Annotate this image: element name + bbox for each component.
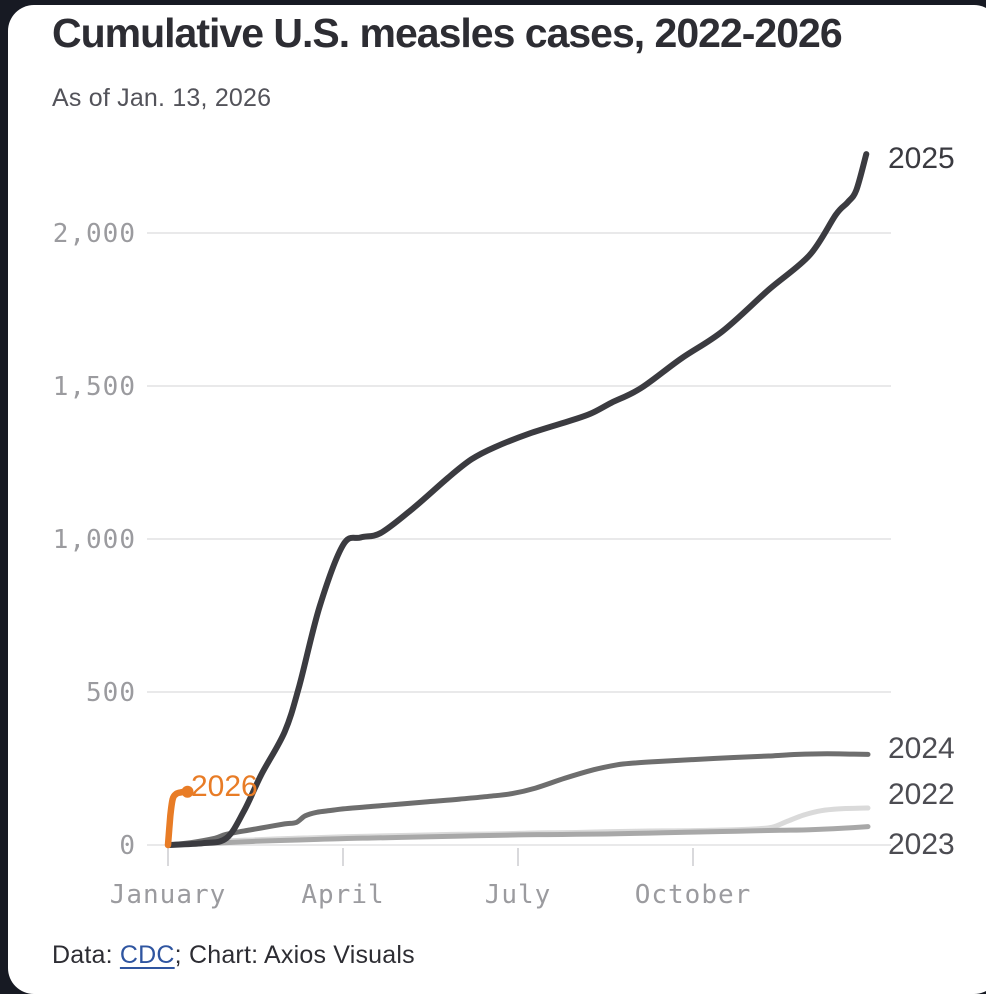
series-label-2024: 2024 [888, 732, 955, 765]
source-prefix: Data: [52, 941, 120, 969]
svg-text:0: 0 [119, 831, 136, 861]
svg-text:January: January [110, 880, 227, 910]
svg-text:July: July [485, 880, 552, 910]
source-footer: Data: CDC; Chart: Axios Visuals [52, 941, 415, 970]
svg-text:April: April [301, 880, 384, 910]
cdc-link[interactable]: CDC [119, 941, 175, 969]
x-axis-labels: January April July October [110, 880, 752, 910]
page-title: Cumulative U.S. measles cases, 2022-2026 [52, 10, 843, 56]
series-label-2022: 2022 [888, 778, 955, 811]
gridlines [147, 232, 891, 846]
svg-text:October: October [635, 880, 752, 910]
series-line-2024 [165, 751, 871, 848]
series-label-2023: 2023 [888, 828, 955, 861]
series-label-2025: 2025 [888, 142, 955, 175]
series-line-2023 [165, 824, 871, 848]
svg-text:500: 500 [86, 678, 136, 708]
svg-text:2,000: 2,000 [53, 219, 136, 249]
series-line-2026 [164, 788, 189, 849]
x-axis-ticks [167, 848, 694, 866]
series-line-2025 [165, 151, 870, 848]
source-suffix: ; Chart: Axios Visuals [174, 941, 415, 969]
series-label-2026: 2026 [191, 770, 258, 803]
svg-text:1,000: 1,000 [53, 525, 136, 555]
series-endpoint-marker-2026 [181, 785, 194, 798]
page-subtitle: As of Jan. 13, 2026 [52, 84, 272, 112]
y-axis-labels: 0 500 1,000 1,500 2,000 [53, 219, 136, 861]
svg-text:1,500: 1,500 [53, 372, 136, 402]
